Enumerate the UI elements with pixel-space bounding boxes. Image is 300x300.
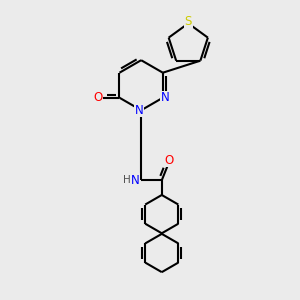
Text: O: O xyxy=(164,154,174,167)
Text: N: N xyxy=(131,174,140,187)
Text: S: S xyxy=(184,14,192,28)
Text: N: N xyxy=(134,104,143,117)
Text: O: O xyxy=(93,91,103,104)
Text: N: N xyxy=(161,91,170,104)
Text: H: H xyxy=(123,175,130,185)
